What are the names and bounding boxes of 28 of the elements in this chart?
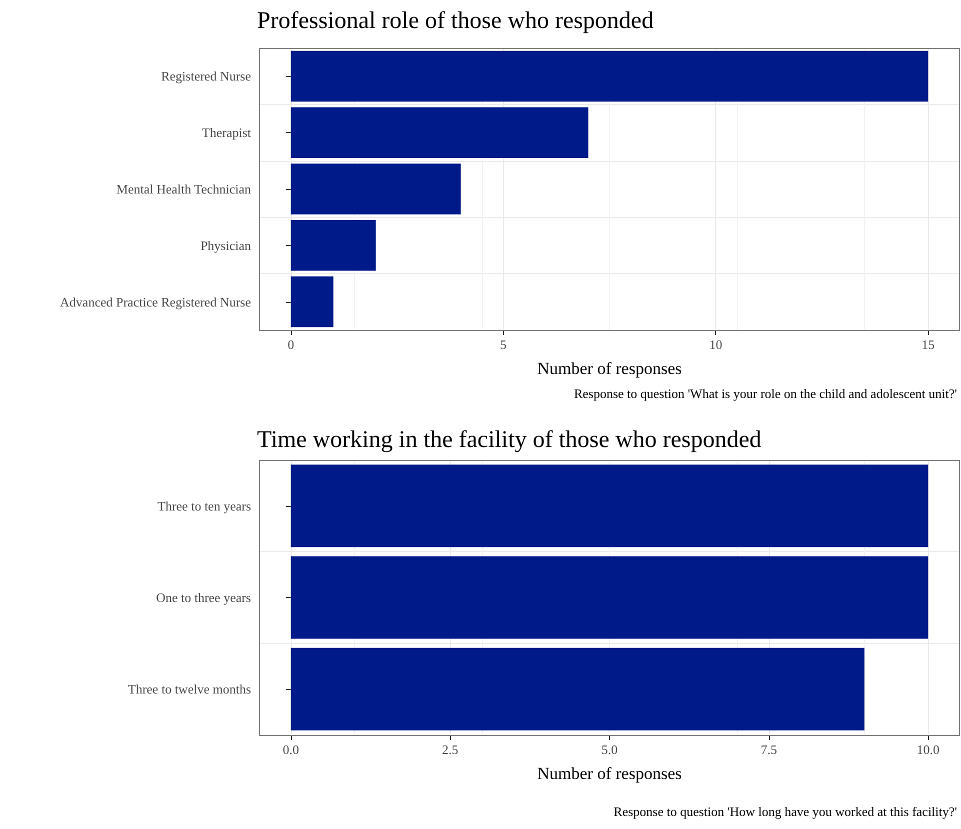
y-tick-label: One to three years <box>156 590 251 605</box>
bar <box>290 220 376 271</box>
chart-title: Professional role of those who responded <box>257 8 654 34</box>
bar <box>290 276 334 328</box>
text: Response to question 'How long have you worked at this facility?' <box>614 804 958 819</box>
x-tick-label: 10.0 <box>916 742 940 757</box>
y-tick-label: Advanced Practice Registered Nurse <box>60 294 252 310</box>
y-tick-label: Therapist <box>202 125 252 140</box>
x-tick-label: 2.5 <box>442 742 458 757</box>
x-tick-label: 10 <box>709 337 722 352</box>
bar <box>290 107 588 158</box>
x-tick-label: 0.0 <box>282 742 299 757</box>
y-tick-label: Registered Nurse <box>161 68 252 84</box>
y-tick-label: Three to ten years <box>158 498 251 514</box>
y-tick-label: Physician <box>200 238 252 253</box>
x-tick-label: 5 <box>500 337 507 352</box>
x-tick-label: 5.0 <box>601 742 618 757</box>
x-tick-label: 15 <box>922 337 935 352</box>
x-axis-title: Number of responses <box>537 764 682 783</box>
text: Response to question 'What is your role on the child and adolescent unit?' <box>574 386 958 401</box>
x-axis-title: Number of responses <box>537 359 682 378</box>
bar <box>290 164 461 214</box>
bar <box>290 50 928 102</box>
x-tick-label: 7.5 <box>760 742 777 757</box>
chart-title: Time working in the facility of those who responded <box>257 427 762 453</box>
y-tick-label: Three to twelve months <box>128 682 251 697</box>
y-tick-label: Mental Health Technician <box>116 182 252 196</box>
x-tick-label: 0 <box>288 337 294 352</box>
